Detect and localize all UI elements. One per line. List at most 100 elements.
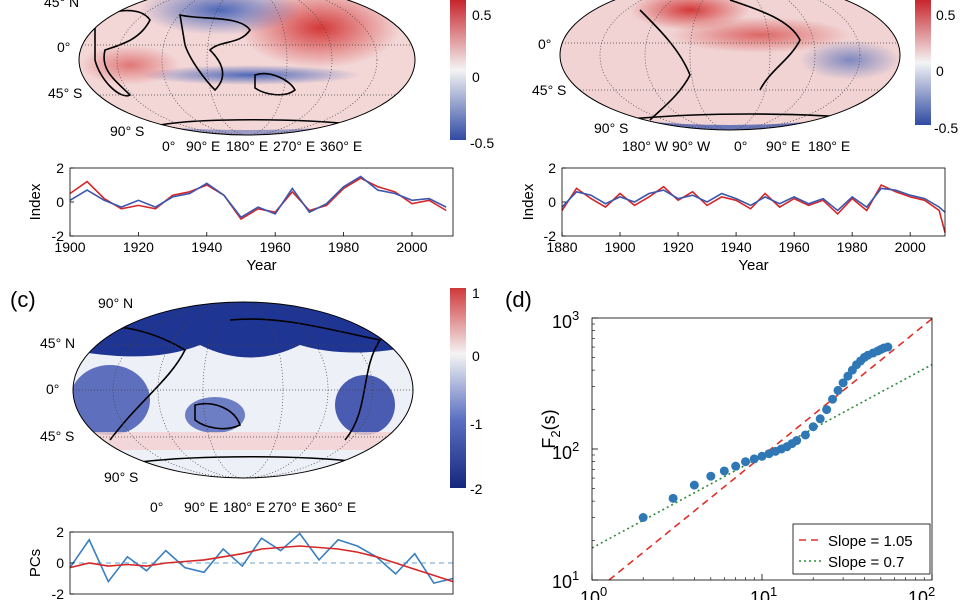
map-b-lat-label: 45° S [532, 82, 566, 98]
data-point [833, 385, 843, 395]
data-point [731, 461, 741, 471]
map-a-lat-label: 45° S [48, 85, 82, 101]
map-c-south-america [73, 365, 150, 435]
series-line [69, 177, 447, 221]
y-tick-label: 0 [548, 194, 556, 210]
y-tick-label: -2 [52, 228, 65, 244]
data-point [757, 451, 767, 461]
colorbar-b-gradient [915, 0, 931, 125]
x-tick-label: 1900 [54, 239, 85, 255]
map-c-lon-label: 360° E [314, 499, 356, 515]
map-a-lon-label: 270° E [273, 138, 315, 154]
colorbar-c-tick: -1 [470, 416, 483, 432]
map-a-lon-label: 90° E [186, 138, 220, 154]
map-b-cool-anomaly [800, 40, 900, 80]
map-c-lat-label: 90° S [104, 469, 138, 485]
x-tick-label: 1920 [662, 239, 693, 255]
map-a-southern-ocean [80, 120, 410, 135]
data-point [838, 378, 848, 388]
colorbar-a: 0.5 0 -0.5 [450, 0, 494, 151]
colorbar-a-tick: -0.5 [470, 135, 494, 151]
map-b-coastline-africa [729, 0, 801, 91]
data-point [792, 436, 802, 446]
colorbar-a-tick: 0 [472, 69, 480, 85]
colorbar-c-tick: 1 [472, 285, 480, 301]
y-axis-label: Index [27, 183, 44, 220]
map-a-warm-atlantic [80, 45, 180, 85]
x-tick-label: 2000 [396, 239, 427, 255]
data-point [808, 422, 818, 432]
y-axis-label: F2(s) [539, 409, 563, 448]
x-tick-label: 1880 [546, 239, 577, 255]
map-a-lon-label: 360° E [320, 138, 362, 154]
data-point [883, 342, 893, 352]
x-tick-label: 1980 [328, 239, 359, 255]
map-b-lat-label: 0° [538, 36, 551, 52]
colorbar-c-tick: -2 [470, 481, 483, 497]
series-line [561, 183, 946, 233]
panel-b-map: 0° 45° S 90° S 180° W 90° W 0° 90° E 180… [532, 0, 901, 154]
data-point [800, 430, 810, 440]
colorbar-b-tick: -0.5 [934, 120, 958, 136]
map-a-coastline-americas [94, 9, 151, 97]
series-line [69, 532, 454, 585]
y-axis-label: PCs [27, 549, 44, 577]
map-a-lon-label: 0° [162, 138, 175, 154]
x-tick-label: 1920 [123, 239, 154, 255]
y-tick-label: 101 [552, 568, 579, 592]
colorbar-b-tick: 0 [936, 63, 944, 79]
map-a-cool-band [140, 65, 360, 85]
map-a-frame [78, 0, 416, 136]
map-c-lon-label: 90° E [184, 499, 218, 515]
map-b-warm-band [670, 17, 850, 53]
data-point [828, 394, 838, 404]
series-line [69, 175, 447, 219]
map-b-frame [559, 0, 901, 131]
panel-label-c: (c) [10, 287, 36, 312]
fit-line [591, 363, 933, 549]
colorbar-c-tick: 0 [472, 348, 480, 364]
map-c-frame [72, 301, 414, 479]
pcs-plot-c: 2 0 -2 PCs [27, 524, 454, 600]
colorbar-b-tick: 0.5 [936, 7, 956, 23]
panel-label-d: (d) [505, 287, 532, 312]
map-c-lat-label: 45° S [40, 428, 74, 444]
series-line [69, 545, 454, 583]
data-point [689, 480, 699, 490]
x-tick-label: 2000 [895, 239, 926, 255]
colorbar-b: 0.5 0 -0.5 [915, 0, 958, 136]
map-b-lon-label: 180° E [808, 138, 850, 154]
map-c-lon-label: 270° E [268, 499, 310, 515]
y-tick-label: 2 [548, 160, 556, 176]
map-b-coastline-americas [639, 9, 691, 121]
y-tick-label: 2 [56, 524, 64, 540]
data-point [706, 471, 716, 481]
x-tick-label: 1940 [721, 239, 752, 255]
map-c-lat-label: 0° [46, 381, 59, 397]
x-tick-label: 1900 [604, 239, 635, 255]
data-point [741, 457, 751, 467]
fit-line [608, 318, 933, 581]
map-a-lat-label: 90° S [110, 123, 144, 139]
colorbar-c-gradient [450, 288, 466, 488]
map-a-cool-anomaly [140, 0, 300, 35]
map-b-graticule [560, 0, 900, 130]
y-tick-label: 102 [552, 439, 579, 463]
y-tick-label: -2 [52, 586, 65, 600]
colorbar-a-tick: 0.5 [472, 7, 492, 23]
map-c-warm-band [73, 432, 413, 450]
data-point [668, 493, 678, 503]
y-tick-label: 0 [56, 555, 64, 571]
x-axis-label: Year [246, 257, 276, 274]
plot-frame [69, 167, 454, 237]
panel-a-map: 45° N 0° 45° S 90° S 0° 90° E 180° E 270… [44, 0, 416, 154]
x-tick-label: 102 [908, 584, 935, 600]
x-tick-label: 101 [750, 584, 777, 600]
map-c-lon-label: 0° [150, 499, 163, 515]
map-c-lon-label: 180° E [223, 499, 265, 515]
x-tick-label: 1940 [191, 239, 222, 255]
colorbar-a-gradient [450, 0, 466, 140]
legend: Slope = 1.05 Slope = 0.7 [792, 523, 931, 575]
x-tick-label: 1960 [260, 239, 291, 255]
